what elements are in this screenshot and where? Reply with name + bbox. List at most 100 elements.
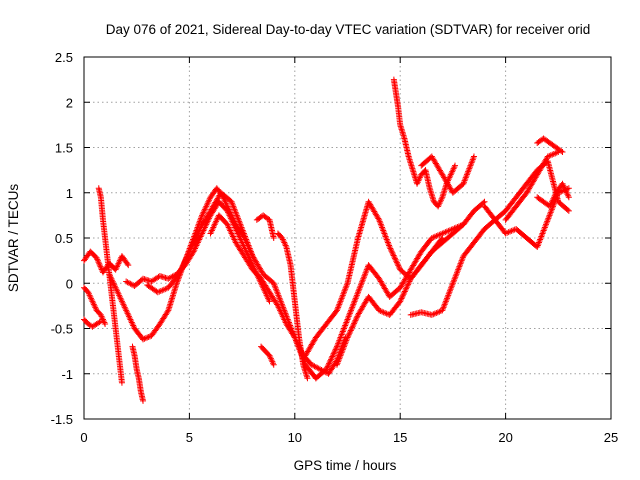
data-point (175, 271, 182, 278)
data-point (191, 238, 198, 245)
data-point (144, 334, 151, 341)
data-point (124, 260, 131, 267)
data-point (348, 326, 355, 333)
data-point (349, 324, 356, 331)
x-tick-label: 15 (393, 430, 407, 445)
data-point (354, 313, 361, 320)
y-tick-label: 2 (66, 95, 73, 110)
x-tick-label: 20 (498, 430, 512, 445)
data-point (96, 262, 103, 269)
y-tick-label: 2.5 (55, 50, 73, 65)
y-tick-label: 0.5 (55, 231, 73, 246)
data-point (176, 269, 183, 276)
data-point (185, 251, 192, 258)
data-point (387, 245, 394, 252)
grid (84, 57, 611, 419)
data-point (142, 335, 149, 342)
data-point (195, 228, 202, 235)
data-point (327, 357, 334, 364)
data-point (375, 215, 382, 222)
data-point (185, 249, 192, 256)
data-point (480, 199, 487, 206)
data-point (94, 257, 101, 264)
series-arc-t (502, 149, 562, 223)
x-axis-label: GPS time / hours (294, 458, 397, 473)
series-arc-b (81, 316, 104, 330)
data-point (405, 281, 412, 288)
data-point (97, 263, 104, 270)
series-arc-u (534, 135, 566, 156)
data-point (330, 352, 337, 359)
data-point (387, 246, 394, 253)
series-arc-q (418, 153, 477, 196)
data-point (326, 360, 333, 367)
data-point (179, 264, 186, 271)
data-point (564, 206, 571, 213)
data-point (398, 295, 405, 302)
data-point (140, 336, 147, 343)
data-point (399, 292, 406, 299)
data-point (329, 353, 336, 360)
series-arc-m (302, 198, 446, 359)
data-point (94, 256, 101, 263)
y-tick-label: -1.5 (51, 412, 73, 427)
series-arc-j (253, 212, 277, 241)
data-point (270, 361, 277, 368)
data-point (345, 331, 352, 338)
data-point (186, 248, 193, 255)
chart-title: Day 076 of 2021, Sidereal Day-to-day VTE… (106, 22, 590, 37)
data-point (187, 247, 194, 254)
data-point (345, 333, 352, 340)
data-point (405, 279, 412, 286)
data-point (391, 255, 398, 262)
data-point (196, 227, 203, 234)
data-point (333, 345, 340, 352)
x-tick-label: 5 (186, 430, 193, 445)
data-point (102, 320, 109, 327)
data-point (388, 248, 395, 255)
data-point (177, 268, 184, 275)
data-point (181, 259, 188, 266)
data-point (96, 260, 103, 267)
x-tick-label: 10 (288, 430, 302, 445)
series-arc-k (258, 343, 277, 368)
data-point (404, 282, 411, 289)
data-point (95, 259, 102, 266)
data-point (187, 245, 194, 252)
data-point (452, 162, 459, 169)
data-point (328, 356, 335, 363)
data-point (141, 335, 148, 342)
data-point (193, 233, 200, 240)
data-point (350, 321, 357, 328)
data-point (389, 249, 396, 256)
data-point (304, 375, 311, 382)
series-arc-d (95, 185, 125, 386)
data-point (140, 397, 147, 404)
series-arc-a (81, 248, 132, 276)
data-point (118, 379, 125, 386)
data-point (324, 364, 331, 371)
data-point (401, 288, 408, 295)
data-point (470, 153, 477, 160)
data-point (402, 287, 409, 294)
data-point (559, 149, 566, 156)
data-point (145, 333, 152, 340)
data-point (184, 252, 191, 259)
data-point (406, 278, 413, 285)
data-point (270, 235, 277, 241)
series-arc-p (390, 76, 459, 210)
data-point (344, 334, 351, 341)
series-arc-l (274, 230, 311, 382)
series-arc-c (81, 284, 109, 327)
data-point (180, 261, 187, 268)
y-tick-label: 1 (66, 186, 73, 201)
x-tick-label: 25 (604, 430, 618, 445)
data-point (93, 254, 100, 261)
y-tick-label: 0 (66, 276, 73, 291)
data-point (386, 244, 393, 251)
data-point (326, 359, 333, 366)
data-point (397, 296, 404, 303)
data-point (390, 252, 397, 259)
data-point (325, 361, 332, 368)
